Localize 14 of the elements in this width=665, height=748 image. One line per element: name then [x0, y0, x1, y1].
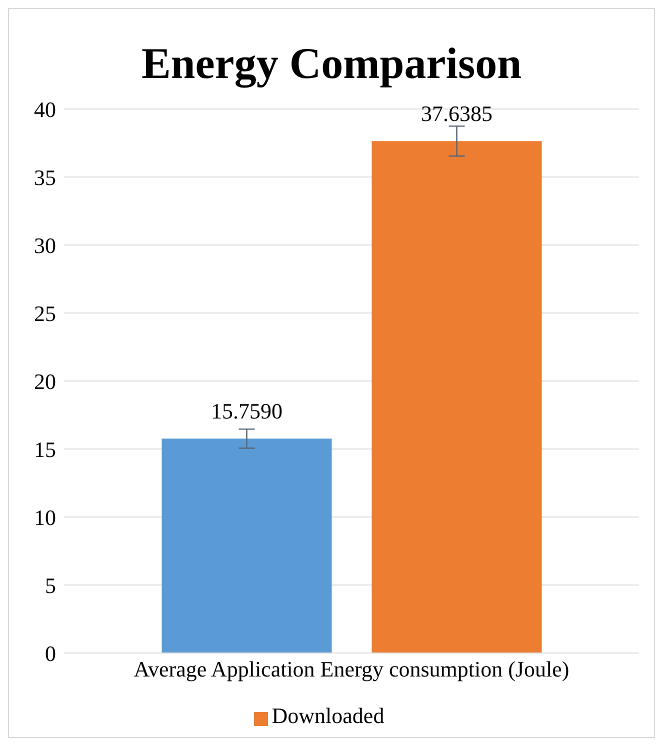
y-tick-label: 10	[34, 504, 56, 530]
y-tick-label: 5	[45, 572, 56, 598]
y-tick-label: 20	[34, 368, 56, 394]
y-tick-label: 15	[34, 436, 56, 462]
y-tick-label: 0	[45, 640, 56, 666]
y-tick-label: 30	[34, 232, 56, 258]
data-label: 15.7590	[211, 398, 282, 424]
x-tick-label: Average Application Energy consumption (Joule)	[134, 656, 570, 682]
y-tick-label: 35	[34, 164, 56, 190]
y-tick-label: 25	[34, 300, 56, 326]
data-label: 37.6385	[421, 101, 492, 126]
chart-title: Energy Comparison	[141, 39, 522, 88]
legend-label: Downloaded	[272, 703, 384, 728]
y-tick-label: 40	[34, 96, 56, 122]
